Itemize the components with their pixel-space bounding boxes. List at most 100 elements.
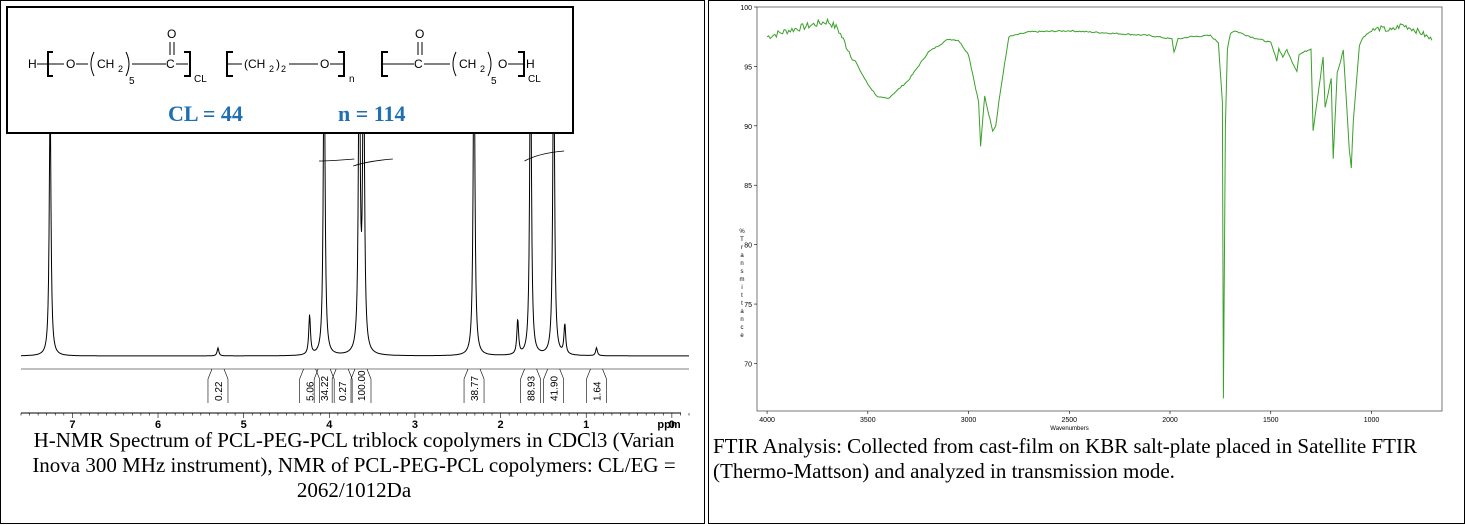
- ftir-y-axis-letter: c: [741, 325, 744, 331]
- ftir-y-axis-letter: T: [740, 237, 744, 243]
- ftir-y-tick-label: 95: [744, 64, 752, 71]
- integral-bracket-left: [313, 368, 319, 380]
- n-value-label: n = 114: [338, 101, 406, 126]
- integral-bracket-left: [207, 368, 213, 380]
- integral-curve-b: [353, 158, 393, 167]
- nmr-panel: 0.22 5.06 34.22 0.27 100.00 38.77 88.93 41.90 1.…: [0, 0, 705, 524]
- chemical-structure: H O CH 2 5 C O CL: [28, 27, 541, 126]
- integral-labels: 0.22 5.06 34.22 0.27 100.00 38.77 88.93 41.90 1.…: [207, 368, 607, 403]
- integral-curve-a: [319, 158, 355, 162]
- nmr-x-tick-label: 3: [412, 419, 418, 431]
- integral-bracket-right: [223, 368, 229, 380]
- ftir-x-tick-label: 2000: [1162, 417, 1178, 424]
- nmr-x-tick-label: 7: [69, 419, 75, 431]
- ftir-caption: FTIR Analysis: Collected from cast-film …: [713, 434, 1417, 483]
- nmr-caption: H-NMR Spectrum of PCL-PEG-PCL triblock c…: [32, 428, 676, 502]
- ftir-y-axis-letter: s: [741, 269, 744, 275]
- integral-value-label: 100.00: [357, 370, 368, 401]
- ftir-y-tick-label: 85: [744, 183, 752, 190]
- nmr-x-tick-label: 4: [326, 419, 333, 431]
- nmr-x-tick-label: 0: [669, 419, 675, 431]
- integral-bracket-right: [329, 368, 335, 380]
- integral-bracket-right: [315, 368, 320, 380]
- ftir-y-axis-letter: %: [739, 229, 745, 235]
- atom-o-carbonyl-1: O: [167, 27, 176, 41]
- ftir-y-axis-letter: t: [741, 301, 743, 307]
- ftir-x-axis-label: Wavenumbers: [1050, 426, 1088, 432]
- paren-close-peg: ): [276, 57, 280, 71]
- integral-curve-c: [524, 150, 565, 162]
- nmr-x-tick-label: 2: [498, 419, 504, 431]
- atom-h-left: H: [28, 57, 37, 71]
- atom-o-1: O: [66, 57, 75, 71]
- nmr-x-unit-label: ppm: [657, 419, 680, 431]
- integral-bracket-left: [350, 368, 356, 380]
- integral-bracket-right: [602, 368, 607, 380]
- ftir-y-axis-letter: r: [741, 245, 743, 251]
- sub-2-a: 2: [118, 64, 123, 74]
- integral-value-label: 5.06: [306, 381, 317, 401]
- atom-o-carbonyl-2: O: [415, 27, 424, 41]
- ftir-spectrum-chart: 100 95 90 85 80 75 70 4000 3500 3000 2500 2000 1500 1…: [739, 5, 1443, 432]
- sub-cl-2: CL: [528, 74, 541, 85]
- integral-bracket-right: [479, 368, 485, 380]
- ftir-plot-frame: [756, 6, 1443, 412]
- atom-c-1: C: [166, 57, 175, 71]
- nmr-trace: [21, 8, 689, 357]
- integral-bracket-left: [299, 368, 304, 380]
- integral-bracket-left: [463, 368, 469, 380]
- sub-5-b: 5: [491, 76, 497, 87]
- ftir-x-tick-label: 3000: [961, 417, 977, 424]
- cl-value-label: CL = 44: [168, 101, 243, 126]
- sub-5-a: 5: [129, 76, 135, 87]
- integral-value-label: 0.27: [338, 381, 349, 401]
- integral-bracket-left: [586, 368, 591, 380]
- nmr-x-tick-label: 6: [155, 419, 161, 431]
- atom-h-right: H: [526, 57, 535, 71]
- ftir-y-axis-letter: i: [741, 285, 742, 291]
- integral-bracket-left: [331, 368, 337, 380]
- integral-bracket-right: [559, 368, 564, 380]
- integral-value-label: 38.77: [470, 376, 481, 401]
- sub-cl-1: CL: [194, 74, 207, 85]
- ftir-y-axis-letter: m: [740, 277, 745, 283]
- sub-2-peg: 2: [269, 64, 274, 74]
- ftir-x-tick-label: 1000: [1364, 417, 1380, 424]
- integral-value-label: 88.93: [527, 376, 538, 401]
- ftir-panel: 100 95 90 85 80 75 70 4000 3500 3000 2500 2000 1500 1…: [708, 0, 1465, 524]
- ftir-y-tick-label: 100: [740, 5, 752, 12]
- integral-bracket-right: [366, 368, 372, 380]
- ftir-y-axis-letter: n: [740, 317, 743, 323]
- ftir-y-axis-letter: e: [740, 333, 744, 339]
- ftir-y-axis-letter: t: [741, 293, 743, 299]
- nmr-spectrum-chart: 0.22 5.06 34.22 0.27 100.00 38.77 88.93 41.90 1.…: [20, 8, 690, 431]
- group-ch2-1: CH: [97, 57, 114, 71]
- ftir-y-axis-letter: n: [740, 261, 743, 267]
- integral-bracket-left: [520, 368, 525, 380]
- sub-2-b: 2: [480, 64, 485, 74]
- integral-value-label: 34.22: [320, 376, 331, 401]
- ftir-y-axis-letter: a: [740, 309, 744, 315]
- ftir-y-tick-label: 90: [744, 124, 752, 131]
- ftir-y-tick-label: 75: [744, 302, 752, 309]
- ftir-trace: [766, 17, 1433, 399]
- nmr-x-tick-label: 5: [241, 419, 247, 431]
- sub-2-peg-b: 2: [281, 64, 286, 74]
- ftir-x-tick-label: 1500: [1263, 417, 1279, 424]
- sub-n: n: [349, 74, 355, 85]
- group-ch2-2: CH: [459, 57, 476, 71]
- chemical-structure-box: H O CH 2 5 C O CL: [6, 6, 574, 134]
- integral-value-label: 1.64: [593, 381, 604, 401]
- ftir-x-tick-label: 3500: [860, 417, 876, 424]
- nmr-x-tick-label: 1: [583, 419, 589, 431]
- ftir-y-tick-label: 80: [744, 243, 752, 250]
- ftir-x-tick-label: 2500: [1061, 417, 1077, 424]
- ftir-y-tick-label: 70: [744, 361, 752, 368]
- atom-o-peg: O: [320, 57, 329, 71]
- atom-o-3: O: [498, 57, 507, 71]
- ftir-x-tick-label: 4000: [759, 417, 775, 424]
- integral-bracket-left: [543, 368, 548, 380]
- group-ch2-peg: (CH: [244, 57, 265, 71]
- integral-value-label: 0.22: [214, 381, 225, 401]
